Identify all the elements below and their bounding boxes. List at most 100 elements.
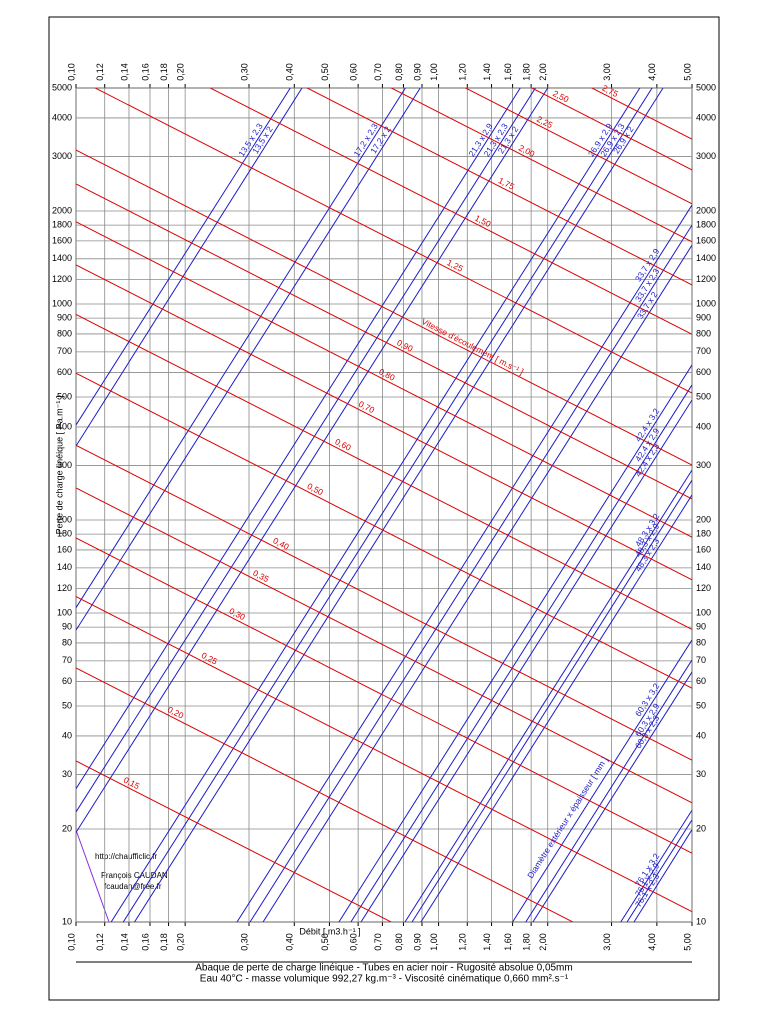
y-tick-label: 90 [696,622,706,632]
series-line [76,88,536,813]
series-label: 0,30 [228,606,248,623]
x-tick-label: 0,40 [285,63,295,81]
y-tick-label: 200 [57,514,72,524]
x-tick-label: 1,20 [458,933,468,951]
y-tick-label: 400 [57,421,72,431]
series-line [110,88,641,922]
x-tick-label: 1,60 [503,63,513,81]
y-tick-label: 1400 [52,253,72,263]
y-tick-label: 3000 [696,151,716,161]
y-tick-label: 900 [696,313,711,323]
series-line [525,659,692,922]
x-axis-title: Débit [ m3.h⁻¹ ] [299,926,360,936]
decor-line [75,829,110,923]
x-tick-label: 0,90 [412,933,422,951]
x-tick-label: 5,00 [682,933,692,951]
series-line [76,537,692,854]
series-line [94,88,692,394]
series-line [626,819,692,922]
series-line [464,88,692,205]
series-line [620,809,692,922]
y-tick-label: 1600 [52,235,72,245]
y-tick-label: 300 [57,460,72,470]
x-tick-label: 0,18 [159,63,169,81]
y-tick-label: 800 [57,328,72,338]
series-line [76,88,406,608]
y-tick-label: 600 [696,367,711,377]
series-line [420,494,692,922]
y-tick-label: 3000 [52,151,72,161]
y-tick-label: 10 [696,916,706,926]
series-line [404,469,692,922]
x-tick-label: 0,16 [140,933,150,951]
y-tick-label: 180 [57,528,72,538]
x-tick-label: 0,20 [176,63,186,81]
x-tick-label: 0,60 [349,63,359,81]
x-tick-label: 1,00 [429,63,439,81]
y-tick-label: 140 [696,562,711,572]
x-tick-label: 1,80 [522,933,532,951]
y-tick-label: 900 [57,313,72,323]
series-label: 0,15 [122,775,142,792]
y-tick-label: 70 [696,655,706,665]
y-tick-label: 180 [696,528,711,538]
series-label: 0,80 [377,366,397,383]
x-tick-label: 0,50 [320,933,330,951]
y-tick-label: 20 [696,823,706,833]
series-line [390,88,692,243]
x-tick-label: 2,00 [538,63,548,81]
series-line [350,384,692,922]
series-line [76,667,574,922]
series-label: 1,25 [445,257,465,274]
x-tick-label: 3,00 [602,933,612,951]
y-tick-label: 1800 [52,219,72,229]
y-tick-label: 1200 [696,274,716,284]
y-tick-label: 5000 [52,82,72,92]
series-line [76,372,692,689]
y-tick-label: 1600 [696,235,716,245]
series-line [76,88,303,447]
series-line [532,671,692,922]
y-axis-title: Perte de charge linéique [ Pa.m⁻¹ ] [54,396,64,535]
y-tick-label: 120 [696,583,711,593]
credit-author: François CAUDAN [101,871,168,880]
y-tick-label: 1400 [696,253,716,263]
series-label: 1,75 [497,175,517,192]
y-tick-label: 40 [62,730,72,740]
series-line [76,596,692,913]
series-line [76,183,692,500]
frame [48,16,720,1001]
y-tick-label: 80 [62,637,72,647]
x-tick-label: 0,10 [66,63,76,81]
x-tick-label: 1,80 [522,63,532,81]
y-tick-label: 1800 [696,219,716,229]
x-tick-label: 1,00 [429,933,439,951]
y-tick-label: 20 [62,823,72,833]
x-tick-label: 1,20 [458,63,468,81]
series-line [530,88,692,171]
series-line [360,399,692,922]
x-tick-label: 0,12 [95,63,105,81]
series-label: 1,50 [473,213,493,230]
series-label: 0,35 [251,568,271,585]
y-tick-label: 300 [696,460,711,470]
y-tick-label: 70 [62,655,72,665]
y-tick-label: 90 [62,622,72,632]
y-tick-label: 4000 [52,112,72,122]
x-tick-label: 0,12 [95,933,105,951]
series-line [76,221,692,538]
y-tick-label: 50 [696,700,706,710]
series-line [76,88,291,426]
series-line [209,88,692,335]
x-tick-label: 0,14 [119,63,129,81]
x-tick-label: 2,00 [538,933,548,951]
series-line [76,760,393,922]
series-line [76,88,521,789]
y-tick-label: 1000 [52,298,72,308]
y-tick-label: 4000 [696,112,716,122]
y-tick-label: 1000 [696,298,716,308]
caption: Abaque de perte de charge linéique - Tub… [195,963,572,974]
series-line [76,88,549,833]
